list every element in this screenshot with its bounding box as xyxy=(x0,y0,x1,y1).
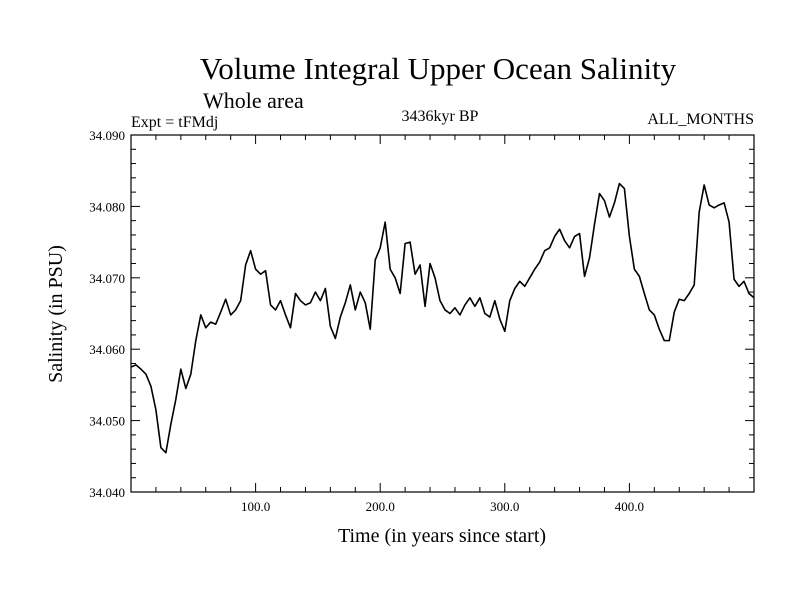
y-axis-tick-labels: 34.040 34.050 34.060 34.070 34.080 34.090 xyxy=(89,128,125,500)
period-label: 3436kyr BP xyxy=(402,108,479,125)
y-tick-label: 34.090 xyxy=(89,128,125,143)
x-axis-tick-labels: 100.0 200.0 300.0 400.0 xyxy=(241,499,644,514)
experiment-label: Expt = tFMdj xyxy=(131,114,218,131)
y-tick-label: 34.070 xyxy=(89,271,125,286)
months-label: ALL_MONTHS xyxy=(647,111,754,128)
chart-subtitle: Whole area xyxy=(203,88,304,113)
y-axis-label: Salinity (in PSU) xyxy=(45,245,67,383)
x-tick-label: 100.0 xyxy=(241,499,270,514)
x-axis-ticks xyxy=(155,135,730,492)
x-axis-label: Time (in years since start) xyxy=(338,525,546,547)
x-tick-label: 400.0 xyxy=(615,499,644,514)
y-tick-label: 34.050 xyxy=(89,414,125,429)
salinity-series-line xyxy=(130,182,755,454)
y-tick-label: 34.080 xyxy=(89,199,125,214)
plot-area-frame xyxy=(130,134,755,493)
x-tick-label: 300.0 xyxy=(490,499,519,514)
y-axis-ticks xyxy=(131,134,754,493)
y-tick-label: 34.060 xyxy=(89,342,125,357)
y-tick-label: 34.040 xyxy=(89,485,125,500)
x-tick-label: 200.0 xyxy=(366,499,395,514)
chart-title: Volume Integral Upper Ocean Salinity xyxy=(200,51,677,86)
